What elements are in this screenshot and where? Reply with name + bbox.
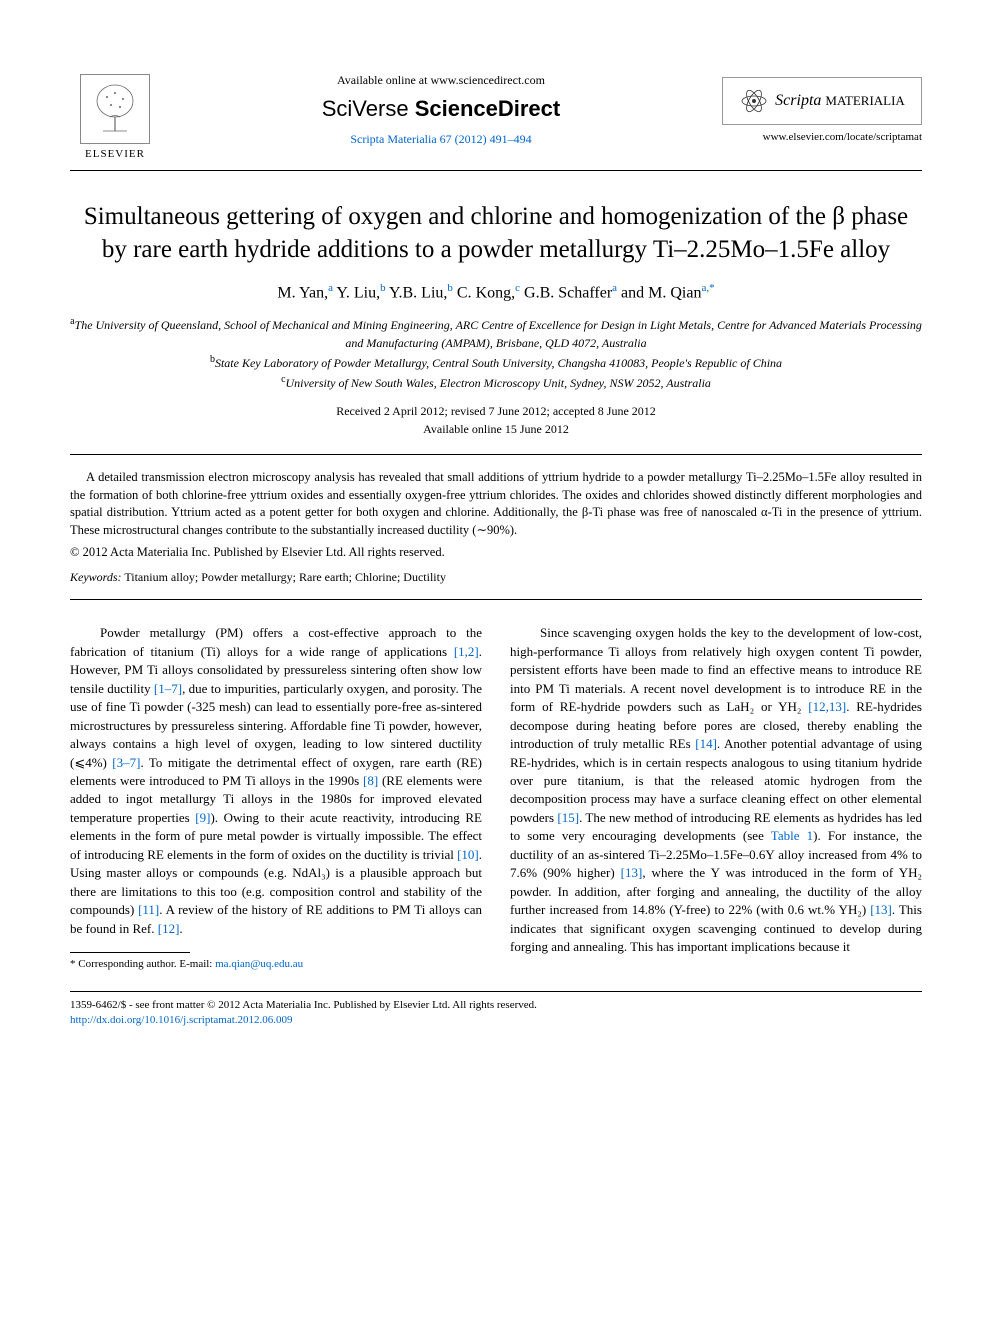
citation-link[interactable]: [8] xyxy=(363,773,378,788)
citation-link[interactable]: [12] xyxy=(158,921,180,936)
right-paragraph: Since scavenging oxygen holds the key to… xyxy=(510,624,922,956)
table-link[interactable]: Table 1 xyxy=(771,828,813,843)
citation-link[interactable]: [9] xyxy=(195,810,210,825)
abstract-block: A detailed transmission electron microsc… xyxy=(70,469,922,539)
available-online-text: Available online at www.sciencedirect.co… xyxy=(160,73,722,88)
author-1-aff[interactable]: a xyxy=(328,282,333,294)
footnote-rule xyxy=(70,952,190,953)
body-text: Powder metallurgy (PM) offers a cost-eff… xyxy=(70,625,482,658)
footer-rule xyxy=(70,991,922,992)
left-paragraph: Powder metallurgy (PM) offers a cost-eff… xyxy=(70,624,482,938)
scripta-atom-icon xyxy=(739,86,769,116)
citation-link[interactable]: [15] xyxy=(557,810,579,825)
doi-link[interactable]: http://dx.doi.org/10.1016/j.scriptamat.2… xyxy=(70,1013,922,1028)
scripta-caps: MATERIALIA xyxy=(825,93,904,108)
affiliations-block: aThe University of Queensland, School of… xyxy=(70,314,922,392)
abstract-bottom-rule xyxy=(70,599,922,600)
citation-link[interactable]: [11] xyxy=(138,902,159,917)
citation-link[interactable]: [10] xyxy=(457,847,479,862)
author-2: Y. Liu, xyxy=(336,284,380,301)
author-2-aff[interactable]: b xyxy=(380,282,386,294)
affiliation-c-text: University of New South Wales, Electron … xyxy=(286,376,711,390)
affiliation-b: bState Key Laboratory of Powder Metallur… xyxy=(70,352,922,372)
affiliation-a-text: The University of Queensland, School of … xyxy=(75,318,922,350)
sciverse-logo: SciVerse ScienceDirect xyxy=(160,96,722,122)
author-4: C. Kong, xyxy=(457,284,515,301)
header-rule xyxy=(70,170,922,171)
left-column: Powder metallurgy (PM) offers a cost-eff… xyxy=(70,624,482,972)
author-4-aff[interactable]: c xyxy=(515,282,520,294)
journal-url[interactable]: www.elsevier.com/locate/scriptamat xyxy=(722,131,922,143)
corresponding-email[interactable]: ma.qian@uq.edu.au xyxy=(215,958,303,970)
abstract-text: A detailed transmission electron microsc… xyxy=(70,469,922,539)
elsevier-tree-icon xyxy=(80,74,150,144)
citation-link[interactable]: [3–7] xyxy=(112,755,140,770)
right-column: Since scavenging oxygen holds the key to… xyxy=(510,624,922,972)
page-container: ELSEVIER Available online at www.science… xyxy=(0,0,992,1068)
authors-line: M. Yan,a Y. Liu,b Y.B. Liu,b C. Kong,c G… xyxy=(70,282,922,302)
scripta-box: Scripta MATERIALIA xyxy=(722,77,922,125)
footer-copyright: 1359-6462/$ - see front matter © 2012 Ac… xyxy=(70,998,922,1013)
footer-block: 1359-6462/$ - see front matter © 2012 Ac… xyxy=(70,998,922,1029)
keywords-label: Keywords: xyxy=(70,570,122,584)
citation-link[interactable]: [13] xyxy=(621,865,643,880)
affiliation-a: aThe University of Queensland, School of… xyxy=(70,314,922,352)
online-date: Available online 15 June 2012 xyxy=(70,420,922,438)
citation-link[interactable]: [12,13] xyxy=(808,699,846,714)
abstract-top-rule xyxy=(70,454,922,455)
elsevier-logo: ELSEVIER xyxy=(70,60,160,160)
citation-link[interactable]: [14] xyxy=(695,736,717,751)
scripta-text: Scripta MATERIALIA xyxy=(775,92,905,110)
scripta-italic: Scripta xyxy=(775,92,821,109)
article-title: Simultaneous gettering of oxygen and chl… xyxy=(70,201,922,266)
corresponding-author-footnote: * Corresponding author. E-mail: ma.qian@… xyxy=(70,957,482,973)
affiliation-b-text: State Key Laboratory of Powder Metallurg… xyxy=(215,356,782,370)
citation-link[interactable]: [1–7] xyxy=(154,681,182,696)
author-3-aff[interactable]: b xyxy=(447,282,453,294)
affiliation-c: cUniversity of New South Wales, Electron… xyxy=(70,372,922,392)
keywords-text: Titanium alloy; Powder metallurgy; Rare … xyxy=(122,570,446,584)
body-text: . xyxy=(179,921,182,936)
author-5-aff[interactable]: a xyxy=(612,282,617,294)
citation-link[interactable]: [1,2] xyxy=(454,644,479,659)
citation-link[interactable]: [13] xyxy=(870,902,892,917)
author-6-aff[interactable]: a,* xyxy=(701,282,714,294)
body-columns: Powder metallurgy (PM) offers a cost-eff… xyxy=(70,624,922,972)
scripta-logo-block: Scripta MATERIALIA www.elsevier.com/loca… xyxy=(722,77,922,143)
author-5: G.B. Schaffer xyxy=(524,284,612,301)
received-date: Received 2 April 2012; revised 7 June 20… xyxy=(70,402,922,420)
author-1: M. Yan, xyxy=(277,284,328,301)
author-6: and M. Qian xyxy=(621,284,701,301)
elsevier-label: ELSEVIER xyxy=(85,148,145,160)
center-header: Available online at www.sciencedirect.co… xyxy=(160,73,722,147)
footnote-label: Corresponding author. E-mail: xyxy=(76,958,216,970)
copyright-line: © 2012 Acta Materialia Inc. Published by… xyxy=(70,545,922,560)
keywords-line: Keywords: Titanium alloy; Powder metallu… xyxy=(70,570,922,585)
dates-block: Received 2 April 2012; revised 7 June 20… xyxy=(70,402,922,438)
author-3: Y.B. Liu, xyxy=(389,284,447,301)
journal-reference[interactable]: Scripta Materialia 67 (2012) 491–494 xyxy=(160,132,722,147)
header-row: ELSEVIER Available online at www.science… xyxy=(70,60,922,160)
